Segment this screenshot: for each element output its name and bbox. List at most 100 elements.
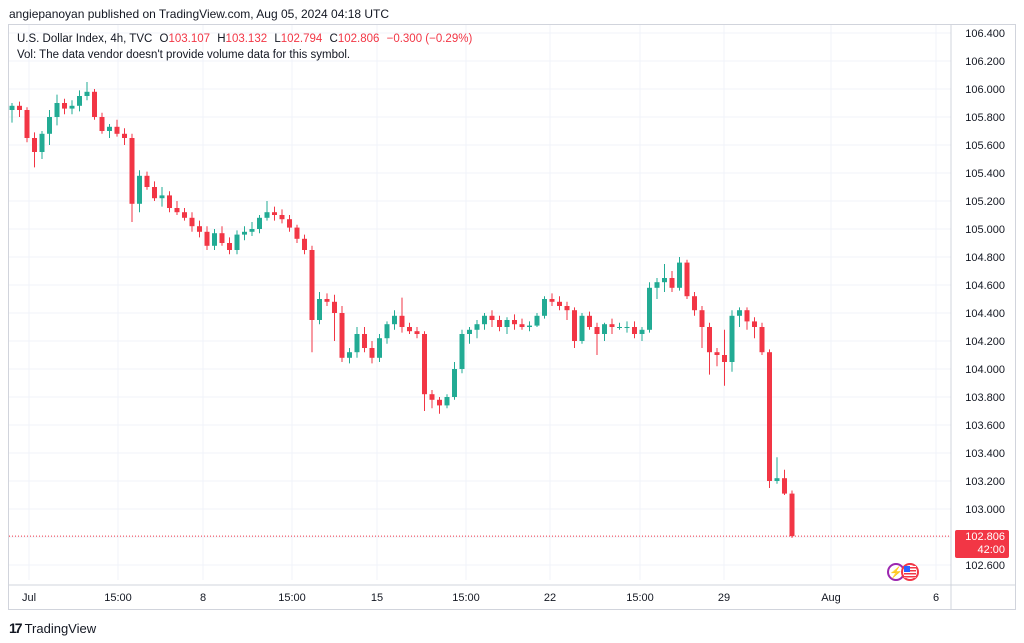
candle[interactable] <box>24 107 30 143</box>
candle[interactable] <box>752 317 757 339</box>
candle[interactable] <box>9 103 15 123</box>
candle[interactable] <box>84 82 90 101</box>
candle[interactable] <box>414 327 420 339</box>
candle[interactable] <box>272 206 277 221</box>
candle[interactable] <box>587 311 592 330</box>
candle[interactable] <box>669 271 675 292</box>
candle[interactable] <box>339 306 345 362</box>
candle[interactable] <box>594 322 600 355</box>
candle[interactable] <box>647 282 652 333</box>
candle[interactable] <box>557 296 562 311</box>
candle[interactable] <box>362 327 367 353</box>
candle[interactable] <box>324 293 330 306</box>
candle[interactable] <box>564 301 570 320</box>
candle[interactable] <box>639 327 645 341</box>
candle[interactable] <box>602 322 607 341</box>
legend-symbol[interactable]: U.S. Dollar Index, 4h, TVC <box>17 33 153 45</box>
candle[interactable] <box>302 234 307 255</box>
candle[interactable] <box>527 321 532 332</box>
candle[interactable] <box>429 390 435 409</box>
candle[interactable] <box>692 292 697 316</box>
candle[interactable] <box>662 264 667 292</box>
candle[interactable] <box>497 315 502 332</box>
candle[interactable] <box>377 334 382 362</box>
candle[interactable] <box>242 226 247 241</box>
candle[interactable] <box>759 322 765 355</box>
candle[interactable] <box>782 469 787 495</box>
candle[interactable] <box>77 90 82 112</box>
candle[interactable] <box>519 318 525 330</box>
candle[interactable] <box>632 321 637 339</box>
candle[interactable] <box>512 314 517 330</box>
candle[interactable] <box>227 237 232 255</box>
candle[interactable] <box>617 322 622 330</box>
candle[interactable] <box>264 201 270 221</box>
candle[interactable] <box>392 310 397 330</box>
candle[interactable] <box>39 131 45 159</box>
candle[interactable] <box>212 229 217 250</box>
candle[interactable] <box>654 278 660 299</box>
candle[interactable] <box>437 397 442 414</box>
candle[interactable] <box>572 307 577 348</box>
candle[interactable] <box>92 89 97 120</box>
candle[interactable] <box>62 98 67 115</box>
candle[interactable] <box>489 310 495 327</box>
candle[interactable] <box>54 94 60 126</box>
us-flag-event-icon[interactable] <box>901 563 919 581</box>
candle[interactable] <box>159 187 165 207</box>
candle[interactable] <box>684 259 690 299</box>
candle[interactable] <box>317 292 322 325</box>
candle[interactable] <box>534 313 540 327</box>
candle[interactable] <box>579 313 585 344</box>
candle[interactable] <box>279 209 285 224</box>
candle[interactable] <box>204 226 210 250</box>
candle[interactable] <box>354 327 360 358</box>
candle[interactable] <box>47 110 52 145</box>
candle[interactable] <box>347 348 352 364</box>
candle[interactable] <box>774 457 780 484</box>
candle[interactable] <box>197 220 202 238</box>
candle[interactable] <box>114 119 120 137</box>
candle[interactable] <box>422 331 427 411</box>
candle[interactable] <box>144 171 150 190</box>
candle[interactable] <box>219 226 225 246</box>
candle[interactable] <box>129 133 135 222</box>
candle[interactable] <box>182 208 187 221</box>
candle[interactable] <box>459 329 465 374</box>
candle[interactable] <box>32 132 37 168</box>
candle[interactable] <box>174 201 180 215</box>
candle[interactable] <box>107 124 112 138</box>
candle[interactable] <box>744 307 750 330</box>
candle[interactable] <box>99 112 105 134</box>
candle[interactable] <box>714 348 720 367</box>
candle[interactable] <box>69 100 75 115</box>
candle[interactable] <box>17 101 22 117</box>
candle[interactable] <box>152 181 157 201</box>
candle[interactable] <box>369 341 375 364</box>
candle[interactable] <box>474 320 480 339</box>
tradingview-logo[interactable]: 17 TradingView <box>9 620 96 636</box>
candle[interactable] <box>504 317 510 334</box>
candle[interactable] <box>407 322 412 334</box>
candle[interactable] <box>189 212 195 232</box>
chart-frame[interactable] <box>8 24 1016 610</box>
candle[interactable] <box>399 297 405 333</box>
candle[interactable] <box>384 321 390 344</box>
candle[interactable] <box>234 230 240 255</box>
candle[interactable] <box>542 296 547 319</box>
candle[interactable] <box>549 293 555 306</box>
candle[interactable] <box>137 170 142 213</box>
candle[interactable] <box>122 128 127 145</box>
candle[interactable] <box>737 307 742 327</box>
candle[interactable] <box>624 321 630 333</box>
candle[interactable] <box>287 215 292 232</box>
candle[interactable] <box>789 490 795 538</box>
candle[interactable] <box>699 306 705 348</box>
candle[interactable] <box>294 224 300 243</box>
candle[interactable] <box>722 329 727 386</box>
candle[interactable] <box>482 313 487 330</box>
candle[interactable] <box>707 322 712 375</box>
candle[interactable] <box>167 191 172 213</box>
candle[interactable] <box>729 310 735 372</box>
candle[interactable] <box>609 318 615 334</box>
